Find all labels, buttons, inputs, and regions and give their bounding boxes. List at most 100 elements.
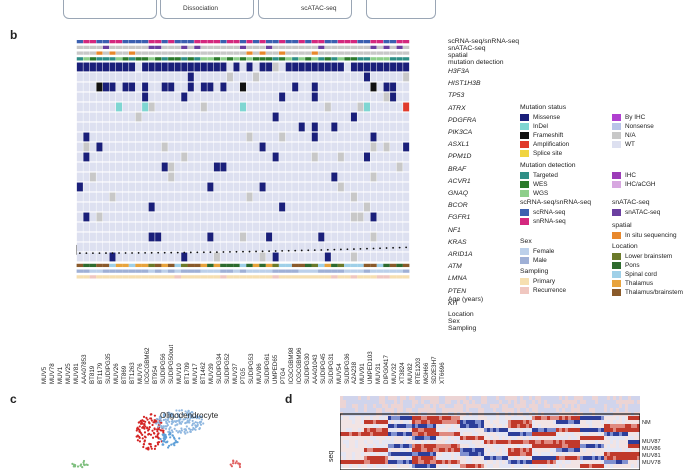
umap-point xyxy=(136,439,139,442)
gene-cell xyxy=(370,62,377,72)
cnv-cell xyxy=(487,440,490,444)
cnv-cell xyxy=(514,464,517,468)
gene-cell xyxy=(168,72,175,82)
legend-item: Thalamus/brainstem xyxy=(612,288,683,296)
cnv-cell xyxy=(352,400,355,404)
cnv-cell xyxy=(568,456,571,460)
gene-cell xyxy=(207,212,214,222)
legend-item: Nonsense xyxy=(612,122,654,130)
track-cell-spatial xyxy=(109,51,116,55)
gene-cell xyxy=(350,142,357,152)
umap-point xyxy=(164,433,167,437)
cnv-cell xyxy=(613,428,616,432)
track-cell-mutation-detection xyxy=(324,57,331,61)
track-cell-rna xyxy=(350,40,358,44)
gene-cell xyxy=(324,182,331,192)
cnv-cell xyxy=(349,428,352,432)
cnv-cell xyxy=(535,452,538,456)
cnv-cell xyxy=(571,448,574,452)
gene-cell xyxy=(233,232,240,242)
gene-cell xyxy=(233,152,240,162)
cnv-cell xyxy=(592,424,595,428)
umap-point xyxy=(155,418,158,421)
cnv-cell xyxy=(517,416,520,420)
cnv-cell xyxy=(550,432,553,436)
age-point xyxy=(229,250,231,253)
sample-label: MUV82 xyxy=(407,363,415,384)
cnv-cell xyxy=(598,444,601,448)
gene-cell xyxy=(357,92,364,102)
gene-cell xyxy=(142,232,149,242)
cnv-cell xyxy=(355,456,358,460)
gene-cell xyxy=(279,222,286,232)
gene-cell xyxy=(259,172,266,182)
cnv-cell xyxy=(445,396,448,400)
legend-item: Splice site xyxy=(520,149,562,157)
cnv-cell xyxy=(469,464,472,468)
track-cell-rna xyxy=(155,40,162,44)
umap-point xyxy=(191,422,195,425)
cnv-cell xyxy=(625,456,628,460)
legend-label: Thalamus xyxy=(625,279,654,287)
cnv-cell xyxy=(451,456,454,460)
track-cell-atac xyxy=(350,45,358,50)
cnv-cell xyxy=(394,404,397,408)
cnv-cell xyxy=(364,460,367,464)
track-cell-location xyxy=(246,263,253,268)
cnv-cell xyxy=(574,460,577,464)
cnv-cell xyxy=(367,436,370,440)
cnv-cell xyxy=(562,428,565,432)
track-cell-spatial xyxy=(128,51,136,55)
cnv-cell xyxy=(523,404,526,408)
cnv-cell xyxy=(343,432,346,436)
cnv-cell xyxy=(463,440,466,444)
gene-cell xyxy=(311,82,318,92)
panel-a-box-2: Dissociation xyxy=(160,0,254,19)
track-cell-sex xyxy=(154,269,162,273)
cnv-cell xyxy=(520,400,523,404)
cnv-cell xyxy=(409,432,412,436)
cnv-cell xyxy=(361,436,364,440)
cnv-cell xyxy=(583,396,586,400)
track-cell-atac xyxy=(194,45,201,50)
gene-cell xyxy=(298,242,305,252)
cnv-cell xyxy=(340,432,343,436)
cnv-cell xyxy=(475,400,478,404)
gene-cell xyxy=(122,182,129,192)
cnv-cell xyxy=(442,440,445,444)
cnv-cell xyxy=(547,416,550,420)
age-point xyxy=(215,251,218,254)
cnv-cell xyxy=(493,420,496,424)
track-cell-spatial xyxy=(259,51,266,55)
cnv-cell xyxy=(607,440,610,444)
cnv-cell xyxy=(361,460,364,464)
cnv-cell xyxy=(469,400,472,404)
gene-cell xyxy=(129,192,136,202)
cnv-cell xyxy=(424,400,427,404)
cnv-cell xyxy=(556,408,559,412)
gene-cell xyxy=(174,92,181,102)
umap-point xyxy=(157,418,161,421)
cnv-cell xyxy=(496,404,499,408)
cnv-cell xyxy=(562,396,565,400)
gene-cell xyxy=(181,222,188,232)
track-cell-sampling xyxy=(344,275,351,279)
track-cell-sex xyxy=(109,269,116,273)
cnv-cell xyxy=(502,420,505,424)
gene-cell xyxy=(403,192,410,202)
gene-cell xyxy=(253,172,260,182)
gene-cell xyxy=(253,82,260,92)
gene-cell xyxy=(266,252,273,262)
cnv-cell xyxy=(541,452,544,456)
cnv-cell xyxy=(478,428,481,432)
gene-cell xyxy=(102,152,109,162)
gene-cell xyxy=(370,112,377,122)
track-cell-atac xyxy=(292,45,299,50)
cnv-cell xyxy=(451,436,454,440)
gene-cell xyxy=(155,152,162,162)
cnv-cell xyxy=(607,444,610,448)
cnv-cell xyxy=(403,404,406,408)
gene-cell xyxy=(148,242,155,252)
umap-point xyxy=(166,422,169,425)
cnv-cell xyxy=(499,420,502,424)
